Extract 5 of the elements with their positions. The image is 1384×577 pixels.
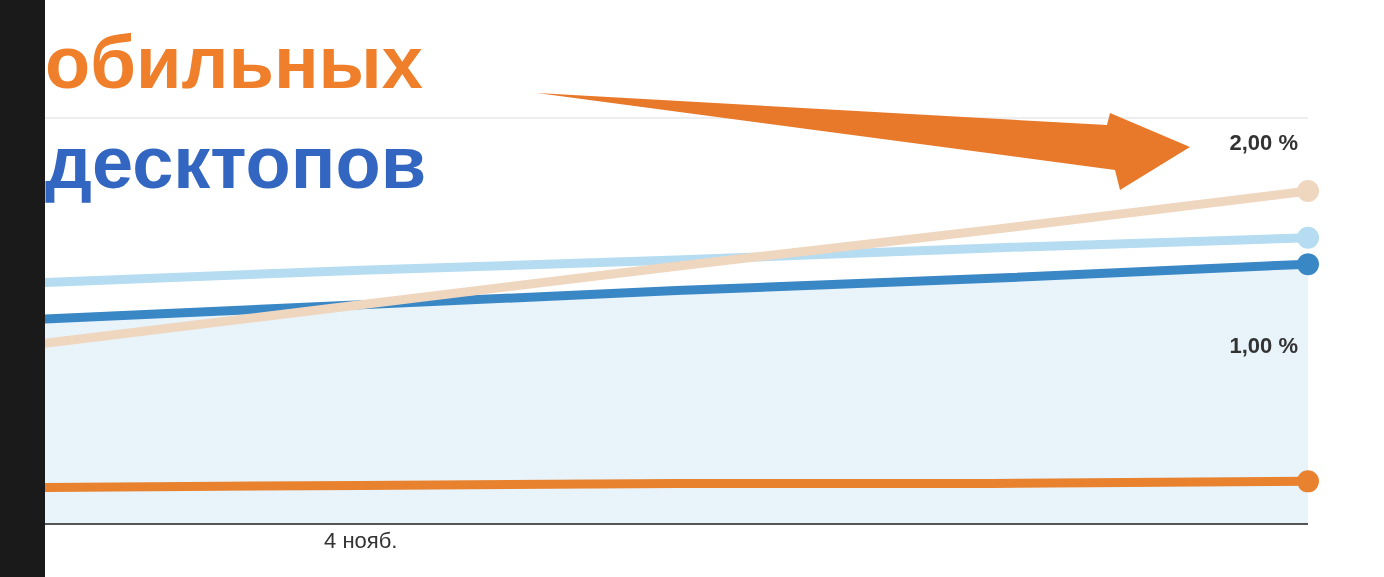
y-tick-label: 1,00 % [1229,333,1298,358]
y-tick-label: 2,00 % [1229,130,1298,155]
text: обильных [45,21,423,104]
annotation: десктопов [45,121,427,204]
x-tick-label: 4 нояб. [324,527,398,553]
